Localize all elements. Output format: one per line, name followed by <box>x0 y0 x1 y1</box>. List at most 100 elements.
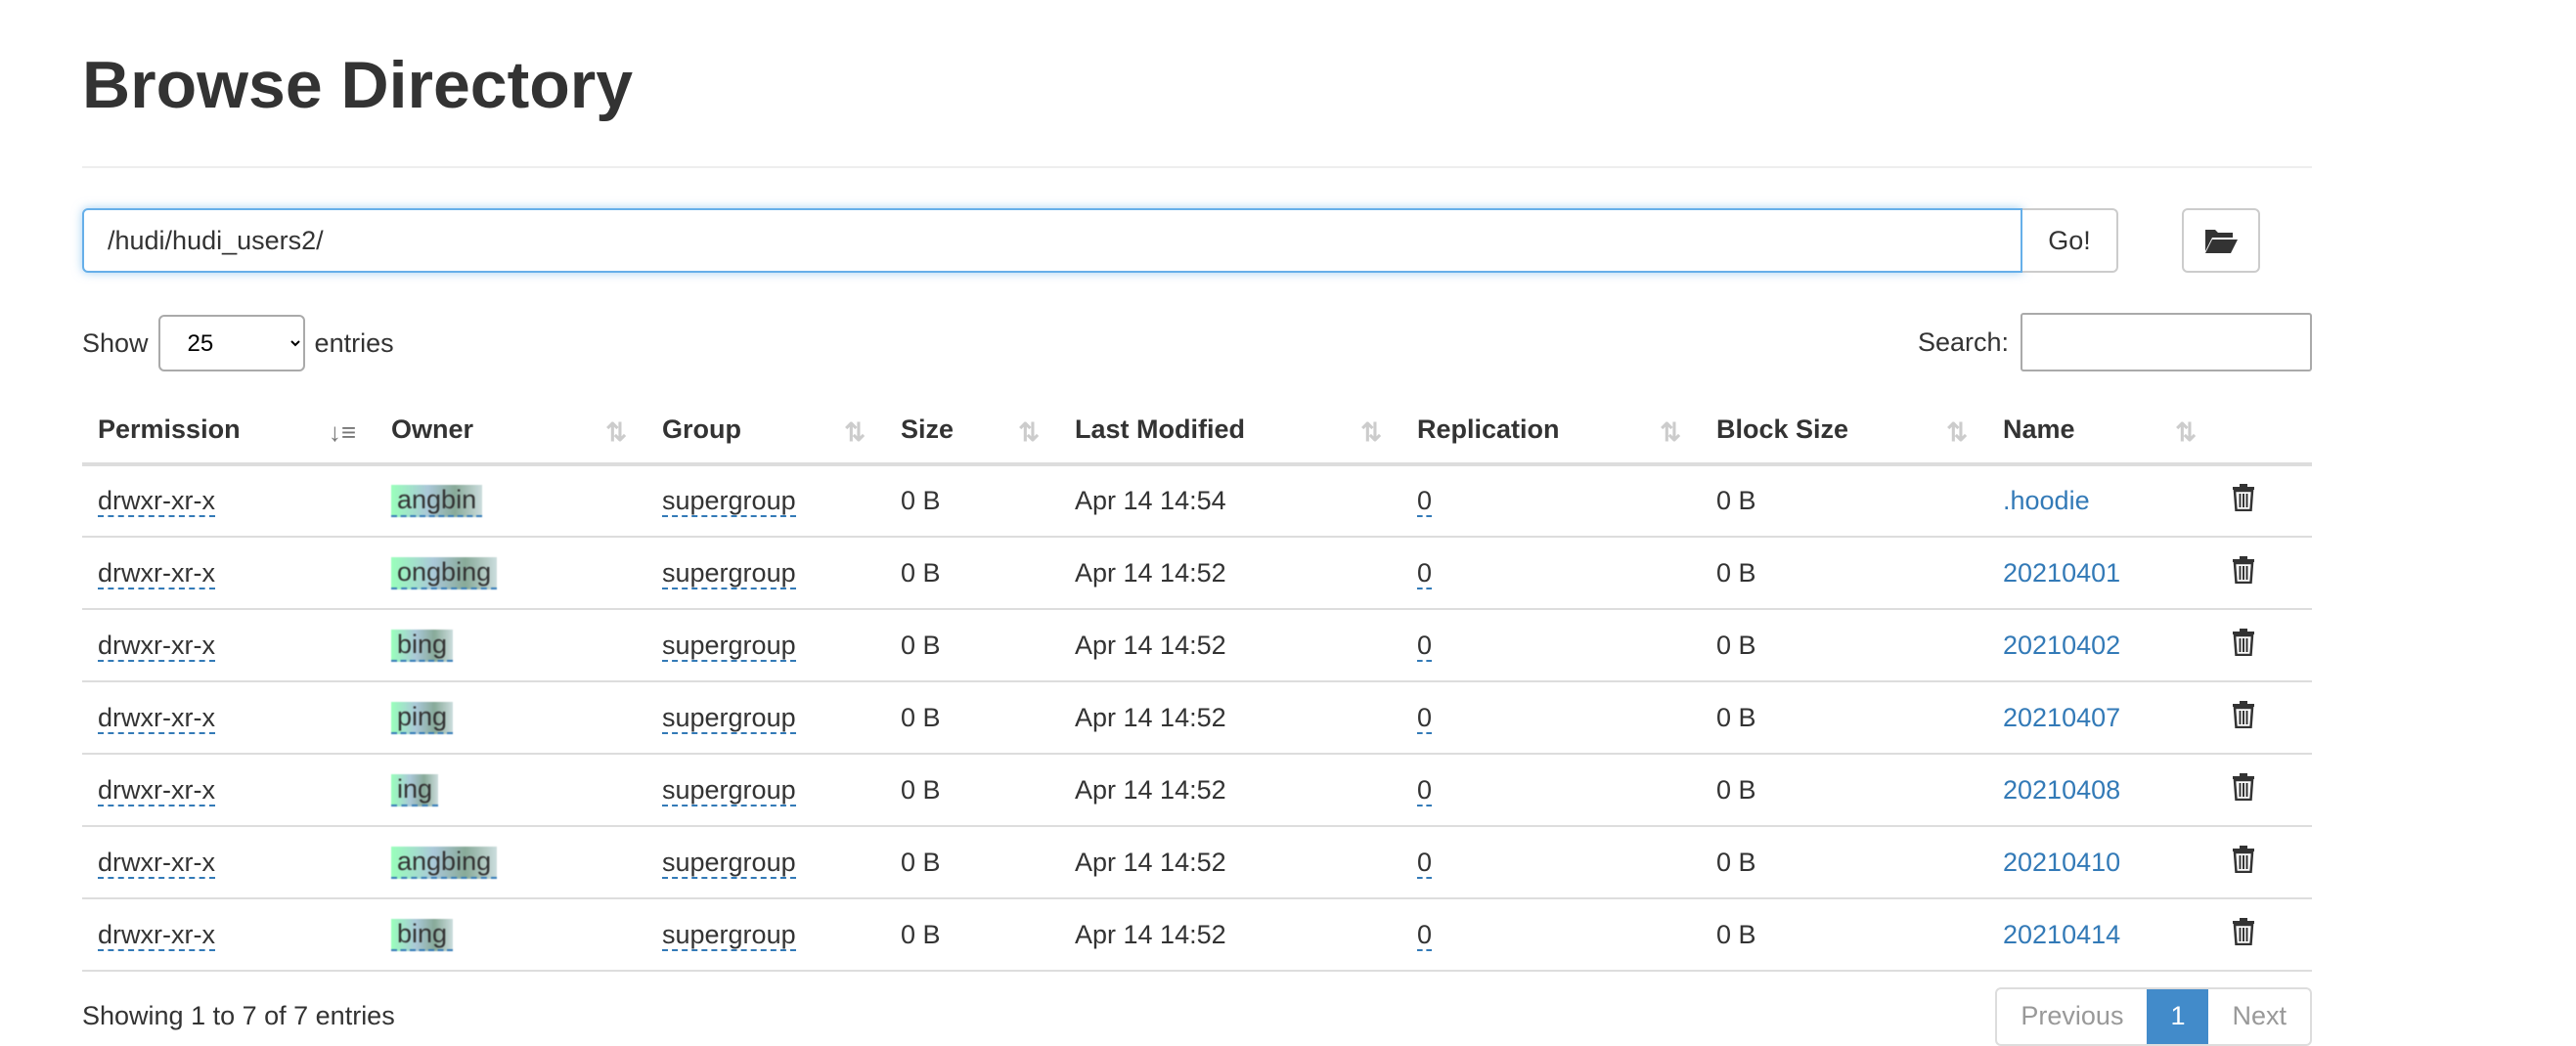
trash-icon[interactable] <box>2232 628 2255 656</box>
size-cell: 0 B <box>885 826 1059 899</box>
column-header-owner[interactable]: Owner ⇅ <box>376 396 646 466</box>
owner-cell: ongbing <box>376 537 646 610</box>
column-label: Last Modified <box>1075 414 1245 444</box>
modified-cell: Apr 14 14:52 <box>1059 826 1401 899</box>
group-value[interactable]: supergroup <box>662 702 796 734</box>
actions-cell <box>2216 898 2312 972</box>
permission-value[interactable]: drwxr-xr-x <box>98 774 215 806</box>
column-header-name[interactable]: Name ⇅ <box>1987 396 2216 466</box>
group-value[interactable]: supergroup <box>662 630 796 662</box>
permission-cell: drwxr-xr-x <box>82 681 376 755</box>
replication-value[interactable]: 0 <box>1417 774 1433 806</box>
sort-icon: ⇅ <box>605 417 627 447</box>
owner-value[interactable]: angbin <box>391 485 483 517</box>
path-input[interactable] <box>82 208 2022 273</box>
table-row: drwxr-xr-x ing supergroup 0 B Apr 14 14:… <box>82 754 2312 827</box>
group-value[interactable]: supergroup <box>662 919 796 951</box>
replication-value[interactable]: 0 <box>1417 702 1433 734</box>
column-header-group[interactable]: Group ⇅ <box>646 396 885 466</box>
group-cell: supergroup <box>646 754 885 827</box>
trash-icon[interactable] <box>2232 845 2255 873</box>
permission-value[interactable]: drwxr-xr-x <box>98 630 215 662</box>
name-cell: 20210407 <box>1987 681 2216 755</box>
file-table: Permission ↓≡ Owner ⇅ Group ⇅ Size ⇅ Last Modifi… <box>82 396 2312 972</box>
directory-link[interactable]: .hoodie <box>2003 486 2090 515</box>
name-cell: 20210414 <box>1987 898 2216 972</box>
trash-icon[interactable] <box>2232 484 2255 512</box>
column-header-last-modified[interactable]: Last Modified ⇅ <box>1059 396 1401 466</box>
column-label: Block Size <box>1716 414 1849 444</box>
directory-link[interactable]: 20210414 <box>2003 919 2121 949</box>
folder-open-icon <box>2205 230 2238 253</box>
actions-cell <box>2216 754 2312 827</box>
table-row: drwxr-xr-x angbin supergroup 0 B Apr 14 … <box>82 464 2312 538</box>
directory-link[interactable]: 20210408 <box>2003 774 2121 805</box>
create-folder-button[interactable] <box>2182 208 2260 273</box>
replication-value[interactable]: 0 <box>1417 486 1433 517</box>
replication-value[interactable]: 0 <box>1417 630 1433 662</box>
replication-value[interactable]: 0 <box>1417 847 1433 879</box>
trash-icon[interactable] <box>2232 555 2255 584</box>
permission-value[interactable]: drwxr-xr-x <box>98 557 215 589</box>
column-header-size[interactable]: Size ⇅ <box>885 396 1059 466</box>
sort-icon: ⇅ <box>1946 417 1968 447</box>
replication-value[interactable]: 0 <box>1417 557 1433 589</box>
owner-cell: angbing <box>376 826 646 899</box>
permission-value[interactable]: drwxr-xr-x <box>98 486 215 517</box>
owner-value[interactable]: bing <box>391 629 454 662</box>
owner-value[interactable]: bing <box>391 918 454 951</box>
column-header-block-size[interactable]: Block Size ⇅ <box>1701 396 1987 466</box>
directory-link[interactable]: 20210410 <box>2003 847 2121 877</box>
group-value[interactable]: supergroup <box>662 847 796 879</box>
permission-value[interactable]: drwxr-xr-x <box>98 702 215 734</box>
search-input[interactable] <box>2021 313 2312 371</box>
trash-icon[interactable] <box>2232 917 2255 945</box>
block-size-cell: 0 B <box>1701 826 1987 899</box>
permission-cell: drwxr-xr-x <box>82 464 376 538</box>
permission-value[interactable]: drwxr-xr-x <box>98 919 215 951</box>
name-cell: .hoodie <box>1987 464 2216 538</box>
sort-icon: ⇅ <box>1660 417 1681 447</box>
column-header-permission[interactable]: Permission ↓≡ <box>82 396 376 466</box>
permission-cell: drwxr-xr-x <box>82 826 376 899</box>
trash-icon[interactable] <box>2232 700 2255 728</box>
owner-value[interactable]: ping <box>391 701 454 734</box>
group-value[interactable]: supergroup <box>662 486 796 517</box>
trash-icon[interactable] <box>2232 772 2255 801</box>
previous-button[interactable]: Previous <box>2021 1001 2124 1030</box>
page-1-button[interactable]: 1 <box>2147 989 2209 1044</box>
replication-cell: 0 <box>1401 464 1701 538</box>
permission-value[interactable]: drwxr-xr-x <box>98 847 215 879</box>
column-label: Owner <box>391 414 474 444</box>
sort-icon: ⇅ <box>2175 417 2197 447</box>
group-value[interactable]: supergroup <box>662 774 796 806</box>
owner-value[interactable]: ongbing <box>391 556 498 589</box>
go-button[interactable]: Go! <box>2022 208 2118 273</box>
group-value[interactable]: supergroup <box>662 557 796 589</box>
column-header-replication[interactable]: Replication ⇅ <box>1401 396 1701 466</box>
column-label: Size <box>901 414 955 444</box>
show-label: Show <box>82 327 149 358</box>
replication-value[interactable]: 0 <box>1417 919 1433 951</box>
column-label: Name <box>2003 414 2075 444</box>
actions-cell <box>2216 464 2312 538</box>
divider <box>82 166 2312 168</box>
actions-cell <box>2216 537 2312 610</box>
page-size-select[interactable]: 25 <box>157 315 305 371</box>
entries-label: entries <box>314 327 394 358</box>
group-cell: supergroup <box>646 537 885 610</box>
owner-cell: ping <box>376 681 646 755</box>
directory-link[interactable]: 20210402 <box>2003 630 2121 660</box>
sort-icon: ⇅ <box>1360 417 1382 447</box>
replication-cell: 0 <box>1401 537 1701 610</box>
directory-link[interactable]: 20210401 <box>2003 557 2121 588</box>
size-cell: 0 B <box>885 609 1059 682</box>
owner-value[interactable]: ing <box>391 773 439 806</box>
next-button[interactable]: Next <box>2232 1001 2287 1030</box>
search-label: Search: <box>1917 327 2009 357</box>
sort-icon: ⇅ <box>844 417 866 447</box>
directory-link[interactable]: 20210407 <box>2003 702 2121 732</box>
table-row: drwxr-xr-x ping supergroup 0 B Apr 14 14… <box>82 681 2312 755</box>
owner-value[interactable]: angbing <box>391 846 498 879</box>
owner-cell: bing <box>376 898 646 972</box>
